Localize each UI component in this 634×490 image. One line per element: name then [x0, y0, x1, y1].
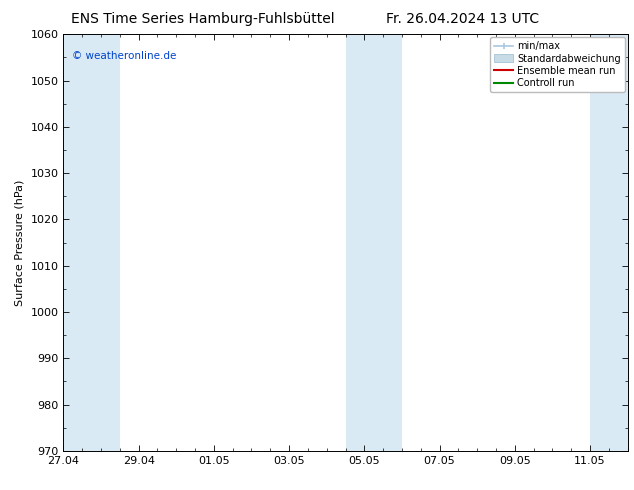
Y-axis label: Surface Pressure (hPa): Surface Pressure (hPa) — [15, 179, 25, 306]
Legend: min/max, Standardabweichung, Ensemble mean run, Controll run: min/max, Standardabweichung, Ensemble me… — [490, 37, 624, 92]
Bar — [590, 34, 628, 451]
Text: Fr. 26.04.2024 13 UTC: Fr. 26.04.2024 13 UTC — [386, 12, 540, 26]
Text: ENS Time Series Hamburg-Fuhlsbüttel: ENS Time Series Hamburg-Fuhlsbüttel — [71, 12, 335, 26]
Bar — [63, 34, 120, 451]
Bar — [346, 34, 402, 451]
Text: © weatheronline.de: © weatheronline.de — [72, 51, 176, 61]
